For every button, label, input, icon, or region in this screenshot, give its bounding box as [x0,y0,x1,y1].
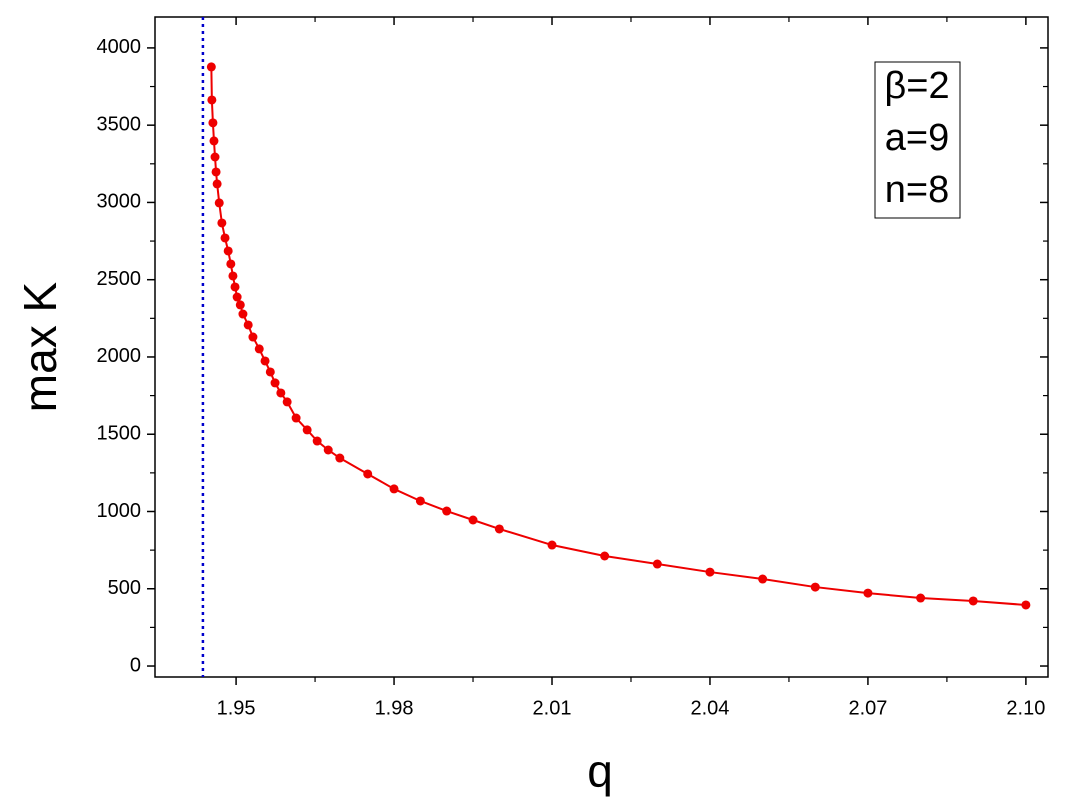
data-point [652,559,662,569]
data-point [211,167,221,177]
data-point [238,309,248,319]
data-point [260,356,270,366]
data-point [468,515,478,525]
y-axis-title: max K [14,282,66,413]
data-point [916,593,926,603]
data-point [232,292,242,302]
y-tick-label: 2500 [97,268,142,290]
data-point [248,332,258,342]
data-point [226,259,236,269]
x-tick-label: 2.04 [690,697,729,719]
data-point [210,152,220,162]
y-tick-label: 0 [130,654,141,676]
data-point [265,367,275,377]
data-point [863,588,873,598]
data-point [302,425,312,435]
data-point [442,506,452,516]
x-tick-label: 1.98 [375,697,414,719]
data-point [276,388,286,398]
y-tick-label: 1000 [97,500,142,522]
data-point [207,95,217,105]
data-point [282,397,292,407]
y-tick-label: 1500 [97,423,142,445]
x-tick-label: 2.10 [1006,697,1045,719]
y-tick-label: 2000 [97,345,142,367]
x-tick-label: 2.07 [848,697,887,719]
data-point [235,300,245,310]
data-point [363,469,373,479]
y-tick-label: 3500 [97,113,142,135]
data-point [335,453,345,463]
data-point [323,445,333,455]
data-point [705,567,715,577]
annotation: a=9 [885,117,949,159]
annotation: n=8 [885,169,949,211]
data-point [291,413,301,423]
data-point [968,596,978,606]
data-point [220,233,230,243]
data-point [208,118,218,128]
data-point [228,271,238,281]
data-point [214,198,224,208]
series-line [210,66,1026,606]
x-tick-label: 2.01 [533,697,572,719]
data-point [312,436,322,446]
data-point [1021,600,1031,610]
data-point [254,344,264,354]
y-tick-label: 500 [108,577,141,599]
x-tick-label: 1.95 [217,697,256,719]
data-point [415,496,425,506]
y-tick-label: 3000 [97,191,142,213]
data-point [270,378,280,388]
x-axis-title: q [587,745,613,797]
data-point [547,540,557,550]
data-point [206,62,216,72]
data-point [810,582,820,592]
annotation-box [874,61,961,219]
y-tick-label: 4000 [97,36,142,58]
plot-frame [154,16,1049,678]
data-point [230,282,240,292]
data-point [389,484,399,494]
data-point [600,551,610,561]
data-point [223,246,233,256]
data-point [758,574,768,584]
annotation: β=2 [884,65,949,107]
data-point [212,179,222,189]
data-point [217,218,227,228]
data-point [209,136,219,146]
data-point [243,320,253,330]
data-point [494,524,504,534]
